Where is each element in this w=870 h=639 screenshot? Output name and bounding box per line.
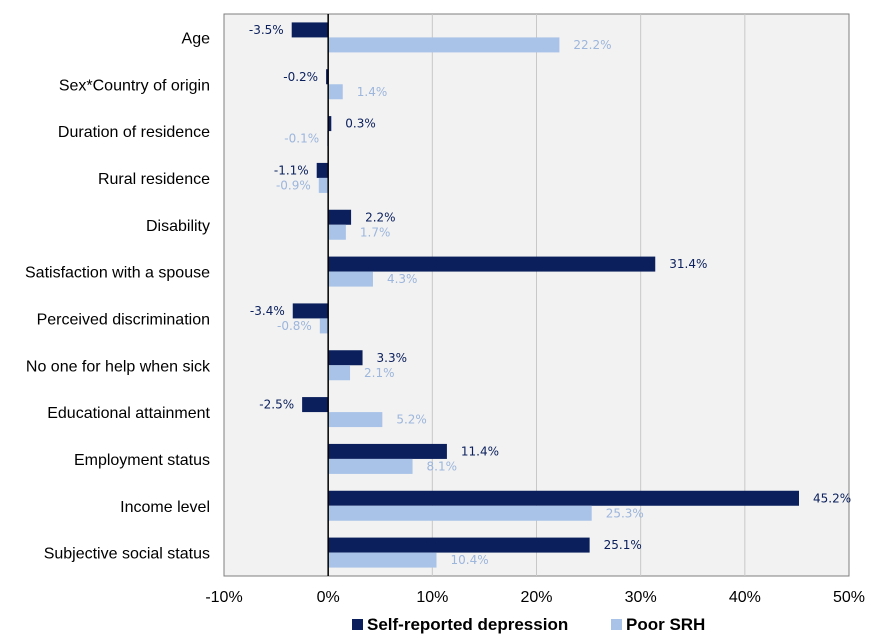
x-tick-label-7: 50%: [833, 589, 865, 606]
category-label-6: Satisfaction with a spouse: [25, 265, 210, 282]
srh-label-9: 5.2%: [396, 413, 427, 427]
depression-bar-5: [328, 209, 352, 225]
srh-bar-12: [328, 552, 437, 568]
srh-label-3: -0.1%: [284, 132, 319, 146]
x-axis-tick-labels: -10% 0% 10% 20% 30% 40% 50%: [205, 589, 865, 606]
srh-label-1: 22.2%: [573, 38, 611, 52]
legend-swatch-depression: [352, 619, 363, 630]
category-label-11: Income level: [120, 499, 210, 516]
depression-bar-12: [328, 537, 590, 553]
depression-bar-6: [328, 256, 656, 272]
depression-bar-11: [328, 490, 799, 506]
category-label-3: Duration of residence: [58, 124, 210, 141]
bars: [291, 22, 799, 568]
legend-label-srh: Poor SRH: [626, 615, 705, 634]
x-tick-label-3: 10%: [416, 589, 448, 606]
srh-bar-6: [328, 271, 373, 287]
srh-bar-10: [328, 458, 413, 474]
depression-bar-10: [328, 443, 447, 459]
srh-label-2: 1.4%: [357, 85, 388, 99]
depression-label-7: -3.4%: [250, 304, 285, 318]
category-label-5: Disability: [146, 218, 210, 235]
x-tick-label-4: 20%: [520, 589, 552, 606]
category-label-4: Rural residence: [98, 171, 210, 188]
depression-bar-1: [291, 22, 329, 38]
depression-label-5: 2.2%: [365, 210, 396, 224]
category-label-7: Perceived discrimination: [37, 311, 210, 328]
depression-bar-7: [292, 303, 329, 319]
x-tick-label-6: 40%: [729, 589, 761, 606]
srh-bar-9: [328, 412, 383, 428]
depression-bar-4: [316, 162, 329, 178]
srh-bar-8: [328, 365, 351, 381]
depression-bar-8: [328, 350, 363, 366]
grid-lines: [431, 14, 746, 576]
depression-label-4: -1.1%: [274, 163, 309, 177]
category-label-9: Educational attainment: [47, 405, 210, 422]
category-label-2: Sex*Country of origin: [59, 77, 210, 94]
x-tick-label-2: 0%: [317, 589, 340, 606]
legend-label-depression: Self-reported depression: [367, 615, 568, 634]
srh-label-4: -0.9%: [276, 178, 311, 192]
depression-label-9: -2.5%: [259, 398, 294, 412]
depression-bar-3: [328, 116, 332, 132]
srh-bar-5: [328, 224, 346, 240]
depression-label-2: -0.2%: [283, 70, 318, 84]
srh-label-11: 25.3%: [606, 506, 644, 520]
srh-bar-1: [328, 37, 560, 53]
depression-bar-2: [326, 69, 329, 85]
depression-label-8: 3.3%: [377, 351, 408, 365]
srh-bar-11: [328, 505, 592, 521]
depression-label-1: -3.5%: [249, 23, 284, 37]
depression-label-12: 25.1%: [604, 538, 642, 552]
depression-label-6: 31.4%: [669, 257, 707, 271]
category-labels: Age Sex*Country of origin Duration of resi…: [25, 30, 211, 562]
depression-bar-9: [302, 397, 329, 413]
category-label-1: Age: [182, 30, 211, 47]
depression-label-11: 45.2%: [813, 491, 851, 505]
x-tick-label-5: 30%: [625, 589, 657, 606]
legend-swatch-srh: [611, 619, 622, 630]
x-tick-label-1: -10%: [205, 589, 242, 606]
legend: Self-reported depression Poor SRH: [352, 615, 705, 634]
srh-label-10: 8.1%: [427, 459, 458, 473]
category-label-10: Employment status: [74, 452, 210, 469]
srh-label-8: 2.1%: [364, 366, 395, 380]
category-label-8: No one for help when sick: [26, 358, 211, 375]
srh-bar-2: [328, 84, 343, 100]
depression-label-10: 11.4%: [461, 444, 499, 458]
srh-label-5: 1.7%: [360, 225, 391, 239]
depression-label-3: 0.3%: [345, 117, 376, 131]
data-labels: -3.5% 22.2% -0.2% 1.4% 0.3% -0.1% -1.1%-0.9% 2.…: [249, 23, 851, 567]
srh-bar-4: [318, 177, 329, 193]
srh-label-6: 4.3%: [387, 272, 418, 286]
srh-label-12: 10.4%: [451, 553, 489, 567]
srh-label-7: -0.8%: [277, 319, 312, 333]
srh-bar-7: [319, 318, 329, 334]
category-label-12: Subjective social status: [44, 546, 210, 563]
